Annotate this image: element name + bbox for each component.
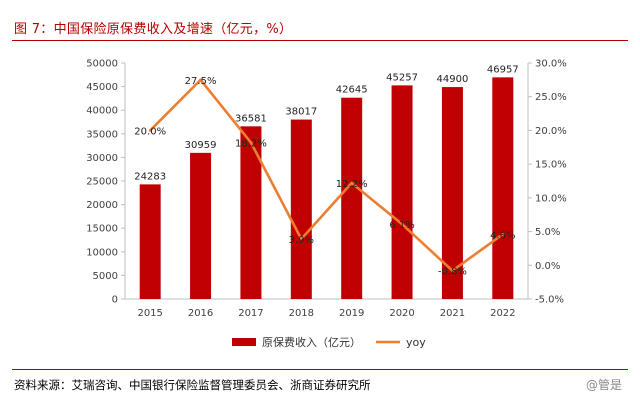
legend-swatch-revenue: [232, 338, 256, 346]
left-axis-tick-label: 0: [112, 295, 118, 306]
bar-value-label: 42645: [336, 85, 368, 96]
x-axis-tick-label: 2019: [339, 308, 364, 319]
bar-value-label: 44900: [437, 74, 469, 85]
title-rule: [12, 40, 628, 41]
yoy-point: [501, 232, 505, 236]
bar-value-label: 46957: [487, 64, 519, 75]
bar: [290, 119, 312, 300]
yoy-point: [350, 181, 354, 185]
right-axis-tick-label: 0.0%: [535, 261, 560, 272]
yoy-point: [451, 269, 454, 273]
yoy-value-label: 3.9%: [289, 235, 314, 246]
left-axis-tick-label: 25000: [86, 177, 118, 188]
bar: [441, 87, 463, 300]
legend-label-yoy: yoy: [406, 336, 426, 349]
yoy-line: [149, 78, 504, 272]
left-axis-tick-label: 50000: [86, 59, 118, 70]
bar: [492, 77, 514, 299]
watermark: @管是: [585, 378, 622, 392]
bar: [391, 85, 413, 299]
yoy-value-label: 27.5%: [185, 76, 217, 87]
yoy-value-label: 18.2%: [235, 139, 267, 150]
bar-value-label: 45257: [386, 72, 418, 83]
bar-value-label: 24283: [134, 171, 166, 182]
x-axis-tick-label: 2015: [137, 308, 162, 319]
x-axis-tick-label: 2016: [188, 308, 213, 319]
bar: [341, 97, 363, 299]
chart-title: 图 7：中国保险原保费收入及增速（亿元，%）: [14, 22, 293, 37]
left-axis-tick-label: 20000: [86, 200, 118, 211]
x-axis-tick-label: 2017: [238, 308, 263, 319]
yoy-point: [400, 222, 404, 226]
legend-label-revenue: 原保费收入（亿元）: [262, 335, 361, 349]
left-axis-tick-label: 35000: [86, 129, 118, 140]
bar: [240, 126, 262, 299]
yoy-value-label: -0.8%: [438, 267, 467, 278]
right-axis-tick-label: 10.0%: [535, 193, 567, 204]
yoy-value-label: 4.6%: [490, 230, 515, 241]
yoy-point: [249, 141, 253, 144]
yoy-point: [299, 237, 303, 241]
right-axis-tick-label: 15.0%: [535, 160, 567, 171]
x-axis-tick-label: 2022: [490, 308, 515, 319]
right-axis-tick-label: -5.0%: [535, 295, 564, 306]
yoy-value-label: 6.1%: [389, 220, 414, 231]
x-axis-tick-label: 2021: [440, 308, 465, 319]
left-axis-tick-label: 40000: [86, 106, 118, 117]
bar: [190, 152, 212, 299]
bar-value-label: 30959: [185, 140, 217, 151]
bar: [139, 184, 161, 299]
right-axis-tick-label: 30.0%: [535, 59, 567, 70]
bar-value-label: 36581: [235, 113, 267, 124]
x-axis-tick-label: 2018: [289, 308, 314, 319]
left-axis-tick-label: 15000: [86, 224, 118, 235]
right-axis-tick-label: 5.0%: [535, 227, 560, 238]
right-axis-tick-label: 25.0%: [535, 92, 567, 103]
yoy-point: [148, 129, 152, 132]
x-axis-tick-label: 2020: [389, 308, 414, 319]
left-axis-tick-label: 30000: [86, 153, 118, 164]
bar-value-label: 38017: [285, 107, 317, 118]
yoy-value-label: 20.0%: [134, 126, 166, 137]
yoy-value-label: 12.2%: [336, 179, 368, 190]
right-axis-tick-label: 20.0%: [535, 126, 567, 137]
left-axis-tick-label: 45000: [86, 82, 118, 93]
yoy-point: [199, 78, 202, 82]
footer-rule: [12, 369, 628, 370]
left-axis-tick-label: 10000: [86, 247, 118, 258]
left-axis-tick-label: 5000: [93, 271, 118, 282]
source-note: 资料来源：艾瑞咨询、中国银行保险监督管理委员会、浙商证券研究所: [14, 378, 371, 392]
